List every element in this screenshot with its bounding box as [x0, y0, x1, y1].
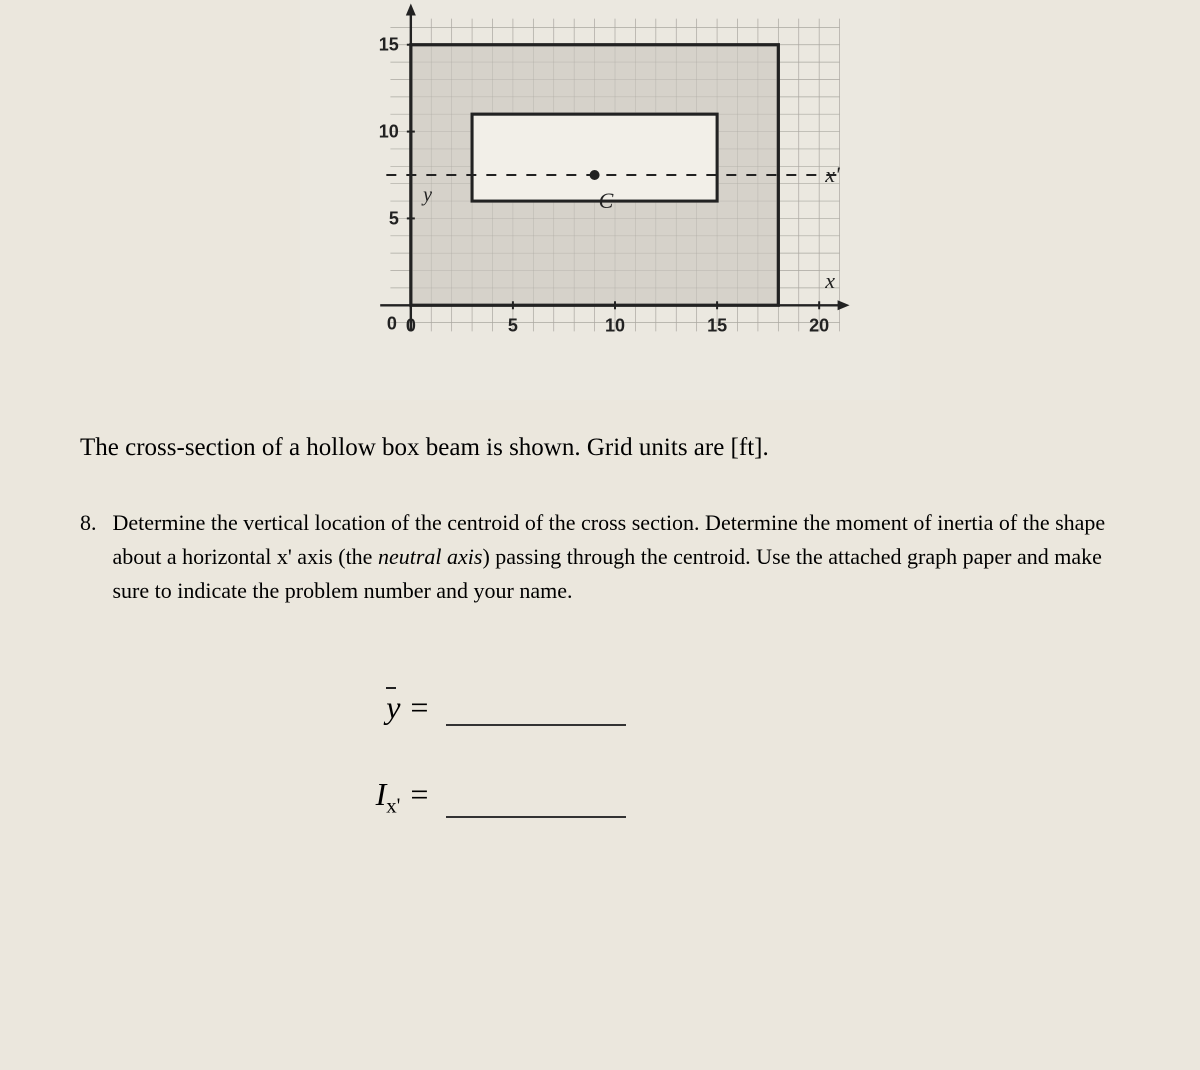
ix-blank[interactable]: [446, 786, 626, 818]
svg-text:x: x: [824, 268, 835, 293]
svg-text:10: 10: [605, 315, 625, 335]
svg-text:15: 15: [379, 35, 399, 55]
svg-text:15: 15: [707, 315, 727, 335]
svg-text:C: C: [599, 188, 614, 213]
svg-text:20: 20: [809, 315, 829, 335]
svg-text:0: 0: [387, 313, 397, 333]
svg-text:0: 0: [406, 315, 416, 335]
ix-label: Ix' =: [340, 776, 430, 818]
svg-text:5: 5: [508, 315, 518, 335]
svg-text:10: 10: [379, 122, 399, 142]
worksheet-page: Cx' x y 0 5 10 15 20 5 10 15 0 The cross-section of…: [0, 0, 1200, 1070]
question-8: 8. Determine the vertical location of th…: [80, 506, 1120, 608]
figure-caption: The cross-section of a hollow box beam i…: [80, 430, 1120, 466]
svg-text:5: 5: [389, 208, 399, 228]
question-text: Determine the vertical location of the c…: [113, 506, 1121, 608]
cross-section-diagram: Cx' x y 0 5 10 15 20 5 10 15 0: [300, 0, 900, 400]
diagram-svg: Cx' x y 0 5 10 15 20 5 10 15 0: [300, 0, 900, 400]
ix-row: Ix' =: [340, 776, 1140, 818]
ybar-row: y =: [340, 689, 1140, 726]
svg-text:y: y: [421, 184, 432, 206]
svg-text:x': x': [824, 162, 840, 187]
answer-blanks: y = Ix' =: [340, 689, 1140, 818]
question-number: 8.: [80, 506, 97, 540]
ybar-blank[interactable]: [446, 694, 626, 726]
ybar-label: y =: [340, 689, 430, 726]
